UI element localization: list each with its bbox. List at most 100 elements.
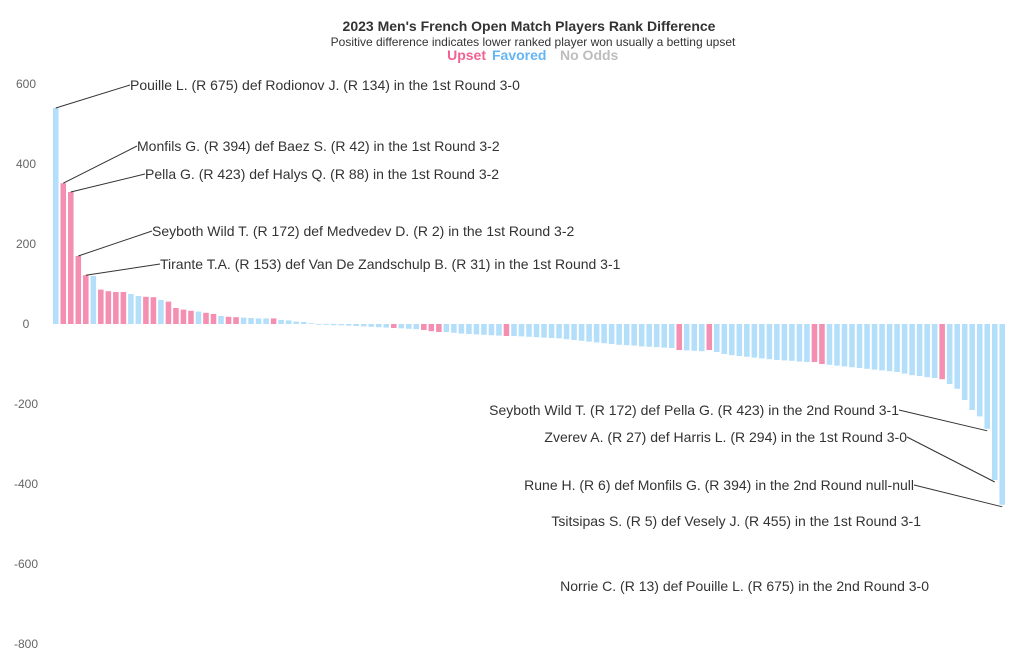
favored-bar[interactable] <box>541 324 547 338</box>
legend-favored[interactable]: Favored <box>492 47 546 63</box>
favored-bar[interactable] <box>834 324 840 366</box>
favored-bar[interactable] <box>593 324 600 343</box>
favored-bar[interactable] <box>721 324 728 354</box>
favored-bar[interactable] <box>804 324 810 362</box>
favored-bar[interactable] <box>248 318 254 324</box>
upset-bar[interactable] <box>811 324 818 362</box>
favored-bar[interactable] <box>909 324 915 376</box>
favored-bar[interactable] <box>548 324 555 338</box>
favored-bar[interactable] <box>916 324 923 376</box>
favored-bar[interactable] <box>533 324 540 338</box>
favored-bar[interactable] <box>240 317 247 324</box>
legend-upset[interactable]: Upset <box>447 47 486 63</box>
favored-bar[interactable] <box>841 324 848 367</box>
favored-bar[interactable] <box>631 324 637 346</box>
favored-bar[interactable] <box>375 324 382 328</box>
favored-bar[interactable] <box>300 322 307 324</box>
favored-bar[interactable] <box>653 324 660 348</box>
upset-bar[interactable] <box>203 312 209 324</box>
upset-bar[interactable] <box>75 256 82 324</box>
upset-bar[interactable] <box>188 310 194 324</box>
upset-bar[interactable] <box>83 275 89 324</box>
upset-bar[interactable] <box>173 308 179 324</box>
favored-bar[interactable] <box>323 324 329 325</box>
upset-bar[interactable] <box>210 314 217 324</box>
favored-bar[interactable] <box>638 324 645 347</box>
favored-bar[interactable] <box>308 323 314 324</box>
upset-bar[interactable] <box>503 324 510 336</box>
favored-bar[interactable] <box>976 324 983 417</box>
favored-bar[interactable] <box>128 294 134 324</box>
favored-bar[interactable] <box>691 324 698 351</box>
favored-bar[interactable] <box>473 324 480 335</box>
favored-bar[interactable] <box>458 324 465 334</box>
upset-bar[interactable] <box>436 324 442 332</box>
favored-bar[interactable] <box>661 324 667 348</box>
favored-bar[interactable] <box>623 324 630 346</box>
favored-bar[interactable] <box>608 324 615 344</box>
upset-bar[interactable] <box>421 324 427 330</box>
favored-bar[interactable] <box>646 324 652 347</box>
favored-bar[interactable] <box>961 324 968 400</box>
favored-bar[interactable] <box>668 324 675 348</box>
upset-bar[interactable] <box>939 324 945 380</box>
favored-bar[interactable] <box>984 324 990 429</box>
favored-bar[interactable] <box>518 324 525 337</box>
favored-bar[interactable] <box>481 324 487 335</box>
favored-bar[interactable] <box>894 324 900 372</box>
favored-bar[interactable] <box>496 324 502 336</box>
upset-bar[interactable] <box>113 292 119 324</box>
favored-bar[interactable] <box>360 324 367 327</box>
favored-bar[interactable] <box>991 324 998 480</box>
favored-bar[interactable] <box>135 296 142 324</box>
favored-bar[interactable] <box>766 324 773 360</box>
favored-bar[interactable] <box>563 324 570 340</box>
upset-bar[interactable] <box>105 291 112 324</box>
favored-bar[interactable] <box>946 324 953 384</box>
favored-bar[interactable] <box>969 324 975 410</box>
favored-bar[interactable] <box>556 324 562 339</box>
favored-bar[interactable] <box>413 324 420 330</box>
favored-bar[interactable] <box>616 324 622 345</box>
upset-bar[interactable] <box>233 317 239 324</box>
upset-bar[interactable] <box>225 316 232 324</box>
favored-bar[interactable] <box>218 316 224 324</box>
favored-bar[interactable] <box>315 324 322 325</box>
favored-bar[interactable] <box>683 324 690 351</box>
favored-bar[interactable] <box>578 324 585 341</box>
legend-no-odds[interactable]: No Odds <box>560 47 619 63</box>
upset-bar[interactable] <box>706 324 713 350</box>
favored-bar[interactable] <box>52 108 59 324</box>
upset-bar[interactable] <box>120 292 127 324</box>
favored-bar[interactable] <box>999 324 1006 505</box>
favored-bar[interactable] <box>736 324 743 356</box>
upset-bar[interactable] <box>428 324 435 332</box>
favored-bar[interactable] <box>849 324 855 368</box>
favored-bar[interactable] <box>398 324 405 329</box>
favored-bar[interactable] <box>698 324 705 352</box>
favored-bar[interactable] <box>729 324 735 356</box>
favored-bar[interactable] <box>901 324 908 374</box>
favored-bar[interactable] <box>406 324 412 329</box>
favored-bar[interactable] <box>931 324 938 378</box>
favored-bar[interactable] <box>330 324 337 326</box>
favored-bar[interactable] <box>285 320 292 324</box>
favored-bar[interactable] <box>255 318 262 324</box>
favored-bar[interactable] <box>871 324 878 370</box>
upset-bar[interactable] <box>819 324 825 364</box>
favored-bar[interactable] <box>886 324 893 372</box>
favored-bar[interactable] <box>263 318 269 324</box>
favored-bar[interactable] <box>879 324 885 371</box>
favored-bar[interactable] <box>714 324 720 352</box>
favored-bar[interactable] <box>856 324 863 368</box>
upset-bar[interactable] <box>98 289 104 324</box>
favored-bar[interactable] <box>278 320 284 324</box>
favored-bar[interactable] <box>864 324 870 369</box>
favored-bar[interactable] <box>751 324 758 358</box>
upset-bar[interactable] <box>143 296 149 324</box>
upset-bar[interactable] <box>180 309 187 324</box>
upset-bar[interactable] <box>676 324 683 350</box>
favored-bar[interactable] <box>586 324 592 342</box>
favored-bar[interactable] <box>759 324 765 359</box>
favored-bar[interactable] <box>789 324 795 361</box>
